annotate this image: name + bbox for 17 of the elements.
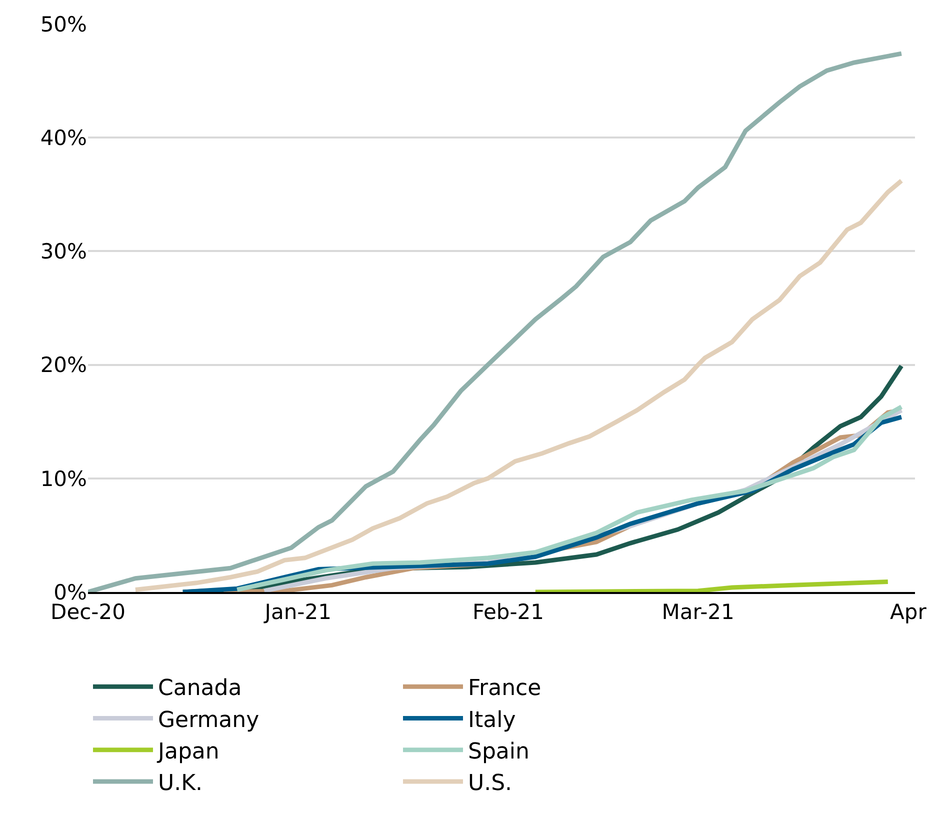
legend-label: Japan [156, 739, 220, 764]
legend-label: Canada [158, 676, 242, 702]
legend-label: France [468, 676, 542, 702]
x-tick-label: Jan-21 [262, 600, 332, 624]
y-tick-label: 50% [40, 12, 87, 36]
legend-label: Italy [468, 708, 516, 733]
legend-label: U.S. [468, 771, 512, 796]
y-tick-label: 40% [40, 126, 87, 150]
legend-label: Spain [468, 739, 530, 764]
y-tick-label: 20% [40, 353, 87, 378]
legend-label: U.K. [158, 771, 203, 796]
x-tick-label: Feb-21 [472, 600, 544, 624]
x-tick-label: Mar-21 [662, 600, 734, 624]
y-tick-label: 10% [40, 466, 87, 491]
legend-label: Germany [158, 708, 260, 733]
x-tick-label: Apr [890, 600, 927, 624]
y-tick-label: 30% [40, 240, 87, 264]
